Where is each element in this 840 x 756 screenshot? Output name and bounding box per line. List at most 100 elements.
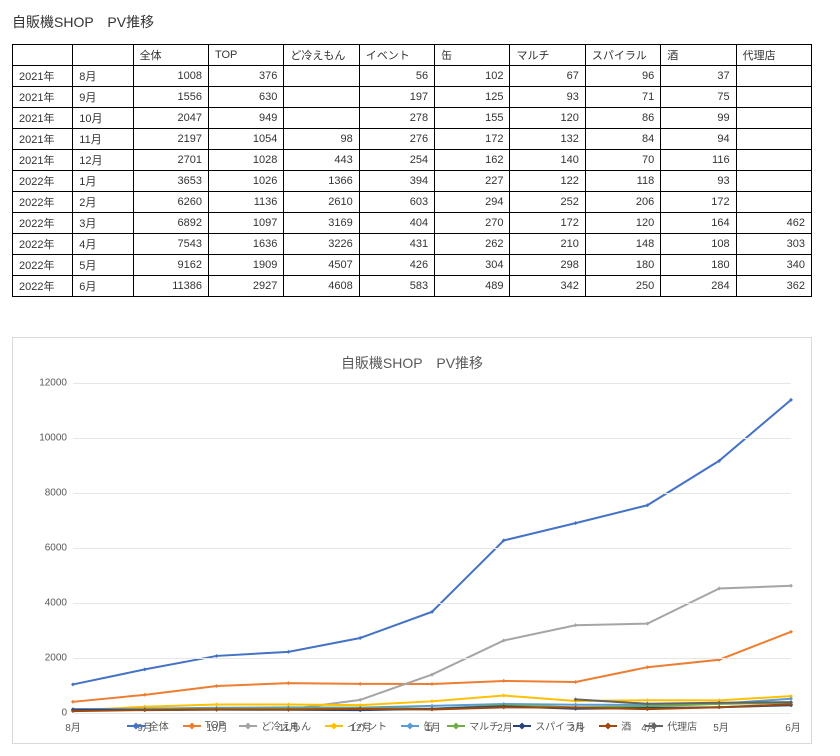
table-cell [284,66,359,87]
table-cell: 2021年 [13,87,73,108]
table-cell: 2021年 [13,66,73,87]
y-axis-label: 12000 [39,378,73,389]
series-marker [574,623,578,627]
table-row: 2022年3月689210973169404270172120164462 [13,213,812,234]
table-cell: 254 [359,150,434,171]
table-cell: 210 [510,234,585,255]
chart-legend: 全体TOPど冷えもんイベント缶マルチスパイラル酒代理店 [13,718,811,733]
table-cell: 2022年 [13,192,73,213]
table-cell [736,129,811,150]
table-header [13,45,73,66]
table-cell: 206 [585,192,660,213]
table-cell: 462 [736,213,811,234]
table-header: 代理店 [736,45,811,66]
table-cell: 9月 [73,87,133,108]
table-cell: 6260 [133,192,208,213]
series-marker [789,697,793,701]
series-marker [71,682,75,686]
table-cell: 1054 [208,129,283,150]
table-cell: 304 [435,255,510,276]
series-line [288,586,791,710]
table-cell: 75 [661,87,736,108]
table-cell: 4608 [284,276,359,297]
series-marker [645,698,649,702]
table-cell: 125 [435,87,510,108]
table-header: 缶 [435,45,510,66]
table-cell: 3653 [133,171,208,192]
table-cell: 2022年 [13,213,73,234]
legend-item: イベント [325,718,387,733]
table-cell: 84 [585,129,660,150]
legend-label: ど冷えもん [261,718,311,733]
table-cell: 603 [359,192,434,213]
table-cell: 284 [661,276,736,297]
table-cell [736,108,811,129]
table-header: スパイラル [585,45,660,66]
table-cell: 303 [736,234,811,255]
table-cell: 71 [585,87,660,108]
legend-swatch [325,725,343,727]
table-row: 2021年11月21971054982761721328494 [13,129,812,150]
legend-label: 缶 [423,718,433,733]
table-cell: 5月 [73,255,133,276]
table-cell: 276 [359,129,434,150]
table-row: 2021年8月100837656102679637 [13,66,812,87]
table-cell: 3226 [284,234,359,255]
table-cell: 56 [359,66,434,87]
table-cell: 250 [585,276,660,297]
table-cell [736,192,811,213]
chart-title: 自販機SHOP PV推移 [23,353,801,373]
series-marker [789,584,793,588]
legend-swatch [513,725,531,727]
table-cell: 2610 [284,192,359,213]
table-header: 酒 [661,45,736,66]
table-cell: 4月 [73,234,133,255]
table-cell: 294 [435,192,510,213]
legend-label: 酒 [621,718,631,733]
table-cell [284,108,359,129]
table-cell: 37 [661,66,736,87]
table-row: 2022年1月36531026136639422712211893 [13,171,812,192]
table-header [73,45,133,66]
series-line [73,400,791,685]
legend-swatch [447,725,465,727]
table-cell: 262 [435,234,510,255]
table-cell: 1028 [208,150,283,171]
legend-item: 酒 [599,718,631,733]
table-cell: 140 [510,150,585,171]
table-cell [736,171,811,192]
table-cell: 67 [510,66,585,87]
legend-item: 代理店 [645,718,697,733]
table-row: 2022年5月916219094507426304298180180340 [13,255,812,276]
table-cell: 2021年 [13,129,73,150]
table-cell: 949 [208,108,283,129]
table-cell: 2197 [133,129,208,150]
legend-swatch [401,725,419,727]
legend-item: TOP [183,718,225,733]
table-cell: 1636 [208,234,283,255]
table-cell: 132 [510,129,585,150]
table-cell: 1097 [208,213,283,234]
table-row: 2021年12月2701102844325416214070116 [13,150,812,171]
legend-label: 代理店 [667,718,697,733]
table-cell: 180 [661,255,736,276]
legend-label: 全体 [149,718,169,733]
series-marker [717,705,721,709]
table-cell: 172 [435,129,510,150]
legend-swatch [599,725,617,727]
table-cell: 122 [510,171,585,192]
legend-label: TOP [205,720,225,731]
table-cell: 1月 [73,171,133,192]
table-cell: 1008 [133,66,208,87]
table-cell: 162 [435,150,510,171]
table-cell [736,87,811,108]
series-marker [358,682,362,686]
table-cell: 376 [208,66,283,87]
table-cell: 99 [661,108,736,129]
table-cell: 489 [435,276,510,297]
table-cell: 172 [510,213,585,234]
table-cell: 11386 [133,276,208,297]
table-cell: 2021年 [13,150,73,171]
table-cell: 630 [208,87,283,108]
table-cell: 11月 [73,129,133,150]
